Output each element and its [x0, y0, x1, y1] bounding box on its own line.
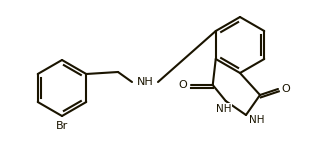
Text: O: O	[282, 84, 290, 94]
Text: NH: NH	[137, 77, 153, 87]
Text: NH: NH	[249, 115, 265, 125]
Text: NH: NH	[216, 104, 232, 114]
Text: Br: Br	[56, 121, 68, 131]
Text: O: O	[178, 80, 187, 90]
